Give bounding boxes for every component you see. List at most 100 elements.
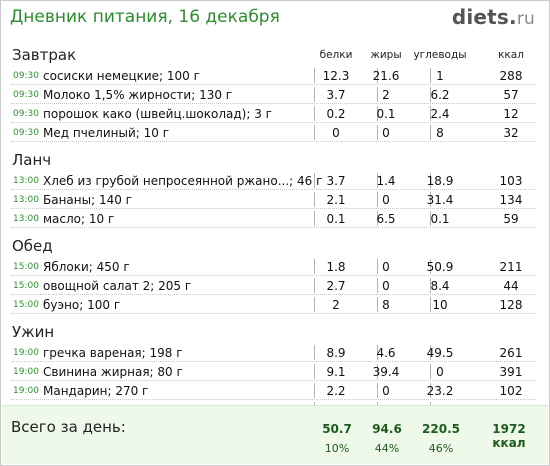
column-separator: [430, 383, 431, 398]
column-separator: [314, 345, 315, 360]
value-fat: 0: [382, 384, 390, 398]
totals-label: Всего за день:: [11, 418, 126, 436]
food-name[interactable]: Бананы; 140 г: [43, 193, 132, 207]
value-carbs: 8: [436, 126, 444, 140]
meal-time: 15:00: [13, 281, 39, 291]
food-row[interactable]: 15:00 овощной салат 2; 205 г 2.7 0 8.4 44: [1, 276, 549, 295]
food-name[interactable]: Мед пчелиный; 10 г: [43, 126, 169, 140]
column-separator: [377, 259, 378, 274]
value-fat: 0: [382, 260, 390, 274]
value-protein: 2.2: [326, 384, 346, 398]
food-row[interactable]: 15:00 буэно; 100 г 2 8 10 128: [1, 295, 549, 314]
food-row[interactable]: 09:30 порошок како (швейц.шоколад); 3 г 0.…: [1, 104, 549, 123]
value-kcal: 12: [503, 107, 519, 121]
column-separator: [314, 173, 315, 188]
food-row[interactable]: 13:00 Бананы; 140 г 2.1 0 31.4 134: [1, 190, 549, 209]
food-row[interactable]: 09:30 Молоко 1,5% жирности; 130 г 3.7 2 6.2 5…: [1, 85, 549, 104]
column-separator: [377, 345, 378, 360]
total-fat: 94.6: [372, 422, 402, 436]
food-row[interactable]: 19:00 Мандарин; 270 г 2.2 0 23.2 102: [1, 381, 549, 400]
food-row[interactable]: 13:00 Хлеб из грубой непросеянной ржано..…: [1, 171, 549, 190]
food-row[interactable]: 19:00 Свинина жирная; 80 г 9.1 39.4 0 391: [1, 362, 549, 381]
column-separator: [430, 125, 431, 140]
column-separator: [377, 87, 378, 102]
food-name[interactable]: порошок како (швейц.шоколад); 3 г: [43, 107, 272, 121]
food-row[interactable]: 15:00 Яблоки; 450 г 1.8 0 50.9 211: [1, 257, 549, 276]
value-carbs: 31.4: [426, 193, 454, 207]
meal-time: 09:30: [13, 109, 39, 119]
food-row[interactable]: 13:00 масло; 10 г 0.1 6.5 0.1 59: [1, 209, 549, 228]
value-carbs: 0: [436, 365, 444, 379]
column-separator: [430, 211, 431, 226]
value-kcal: 288: [499, 69, 523, 83]
food-name[interactable]: сосиски немецкие; 100 г: [43, 69, 200, 83]
food-name[interactable]: буэно; 100 г: [43, 298, 121, 312]
carbs-percent: 46%: [428, 442, 454, 455]
food-name[interactable]: Свинина жирная; 80 г: [43, 365, 183, 379]
food-row[interactable]: 09:30 сосиски немецкие; 100 г 12.3 21.6 1 288: [1, 66, 549, 85]
food-row[interactable]: 19:00 гречка вареная; 198 г 8.9 4.6 49.5 261: [1, 343, 549, 362]
column-separator: [314, 87, 315, 102]
column-separator: [314, 192, 315, 207]
value-carbs: 50.9: [426, 260, 454, 274]
value-kcal: 44: [503, 279, 519, 293]
column-separator: [314, 383, 315, 398]
column-separator: [314, 68, 315, 83]
value-protein: 3.7: [326, 88, 346, 102]
value-protein: 2: [332, 298, 340, 312]
column-header-protein: белки: [319, 49, 353, 61]
value-protein: 2.1: [326, 193, 346, 207]
value-carbs: 1: [436, 69, 444, 83]
column-separator: [430, 173, 431, 188]
column-separator: [430, 364, 431, 379]
food-name[interactable]: Мандарин; 270 г: [43, 384, 149, 398]
value-protein: 0.2: [326, 107, 346, 121]
value-fat: 0.1: [376, 107, 396, 121]
meal-header: Обед: [1, 234, 549, 257]
row-divider: [11, 380, 535, 381]
food-name[interactable]: Яблоки; 450 г: [43, 260, 130, 274]
column-separator: [430, 278, 431, 293]
column-separator: [377, 297, 378, 312]
food-row[interactable]: 09:30 Мед пчелиный; 10 г 0 0 8 32: [1, 123, 549, 142]
column-separator: [377, 364, 378, 379]
column-separator: [377, 68, 378, 83]
value-kcal: 57: [503, 88, 519, 102]
column-header-fat: жиры: [370, 49, 402, 61]
column-separator: [314, 106, 315, 121]
food-name[interactable]: Хлеб из грубой непросеянной ржано...; 46…: [43, 174, 323, 188]
meal-time: 13:00: [13, 176, 39, 186]
value-protein: 0: [332, 126, 340, 140]
row-divider: [11, 208, 535, 209]
value-carbs: 8.4: [430, 279, 450, 293]
logo-tld: ru: [516, 9, 535, 29]
value-protein: 9.1: [326, 365, 346, 379]
food-name[interactable]: гречка вареная; 198 г: [43, 346, 183, 360]
row-divider: [11, 189, 535, 190]
meal-name: Обед: [12, 237, 53, 255]
column-separator: [430, 297, 431, 312]
food-name[interactable]: масло; 10 г: [43, 212, 115, 226]
logo-dot: .: [509, 5, 517, 29]
row-divider: [11, 275, 535, 276]
row-divider: [11, 84, 535, 85]
meal-header: Ланч: [1, 148, 549, 171]
row-divider: [11, 313, 535, 314]
value-fat: 21.6: [372, 69, 400, 83]
meal-name: Завтрак: [12, 46, 77, 64]
food-name[interactable]: овощной салат 2; 205 г: [43, 279, 192, 293]
column-header-carbs: углеводы: [413, 49, 467, 61]
meal-header: Ужин: [1, 320, 549, 343]
column-separator: [430, 87, 431, 102]
food-name[interactable]: Молоко 1,5% жирности; 130 г: [43, 88, 233, 102]
value-protein: 3.7: [326, 174, 346, 188]
meal-time: 19:00: [13, 386, 39, 396]
value-protein: 12.3: [322, 69, 350, 83]
value-protein: 8.9: [326, 346, 346, 360]
site-logo[interactable]: diets.ru: [452, 5, 535, 29]
column-separator: [314, 125, 315, 140]
meal-time: 19:00: [13, 367, 39, 377]
meal-time: 09:30: [13, 71, 39, 81]
column-separator: [430, 192, 431, 207]
